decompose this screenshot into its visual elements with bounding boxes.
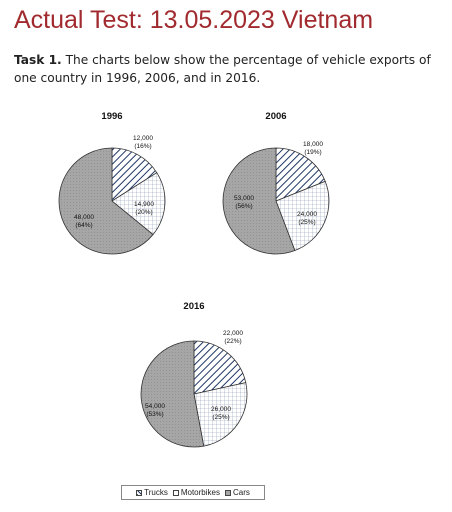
legend-label-trucks: Trucks [144, 488, 168, 497]
pie-2016-label-trucks: 22,000 (22%) [223, 330, 243, 345]
pie-2006-slice-trucks [275, 147, 326, 202]
pie-2016-label-cars: 54,000 (53%) [145, 403, 165, 418]
task-description: Task 1. The charts below show the percen… [14, 51, 444, 87]
pie-1996-slice-motorbikes [111, 172, 166, 236]
task-label: Task 1. [14, 53, 62, 67]
trucks-swatch-icon [136, 489, 143, 496]
pie-2016-slice-motorbikes [193, 382, 248, 447]
page-title: Actual Test: 13.05.2023 Vietnam [14, 6, 374, 34]
pie-2016-slice-cars [140, 340, 205, 448]
pie-2006-label-motorbikes: 24,000 (25%) [297, 211, 317, 226]
legend-label-cars: Cars [232, 488, 250, 497]
legend-item-cars: Cars [224, 488, 250, 497]
pie-2006-title: 2006 [265, 111, 286, 122]
pie-2016-label-motorbikes: 26,000 (25%) [211, 406, 231, 421]
legend-label-motorbikes: Motorbikes [180, 488, 220, 497]
chart-legend: Trucks Motorbikes Cars [121, 485, 265, 500]
legend-item-motorbikes: Motorbikes [172, 488, 220, 497]
pie-2016-slice-trucks [193, 340, 247, 395]
legend-item-trucks: Trucks [136, 488, 168, 497]
motorbikes-swatch-icon [172, 489, 179, 496]
pie-2016-title: 2016 [183, 301, 204, 312]
pie-1996-title: 1996 [101, 111, 122, 122]
pie-1996-slice-trucks [111, 147, 158, 202]
pie-1996-label-cars: 48,000 (64%) [74, 214, 94, 229]
task-text: The charts below show the percentage of … [14, 53, 431, 85]
pie-1996-label-trucks: 12,000 (16%) [133, 135, 153, 150]
pie-1996-slice-cars [58, 147, 154, 255]
pie-2006-slice-motorbikes [275, 180, 330, 252]
pie-2006-slice-cars [222, 147, 296, 255]
pie-2006-label-trucks: 18,000 (19%) [303, 141, 323, 156]
pie-2006-label-cars: 53,000 (56%) [234, 195, 254, 210]
cars-swatch-icon [224, 489, 231, 496]
pie-1996-label-motorbikes: 14,900 (20%) [134, 201, 154, 216]
